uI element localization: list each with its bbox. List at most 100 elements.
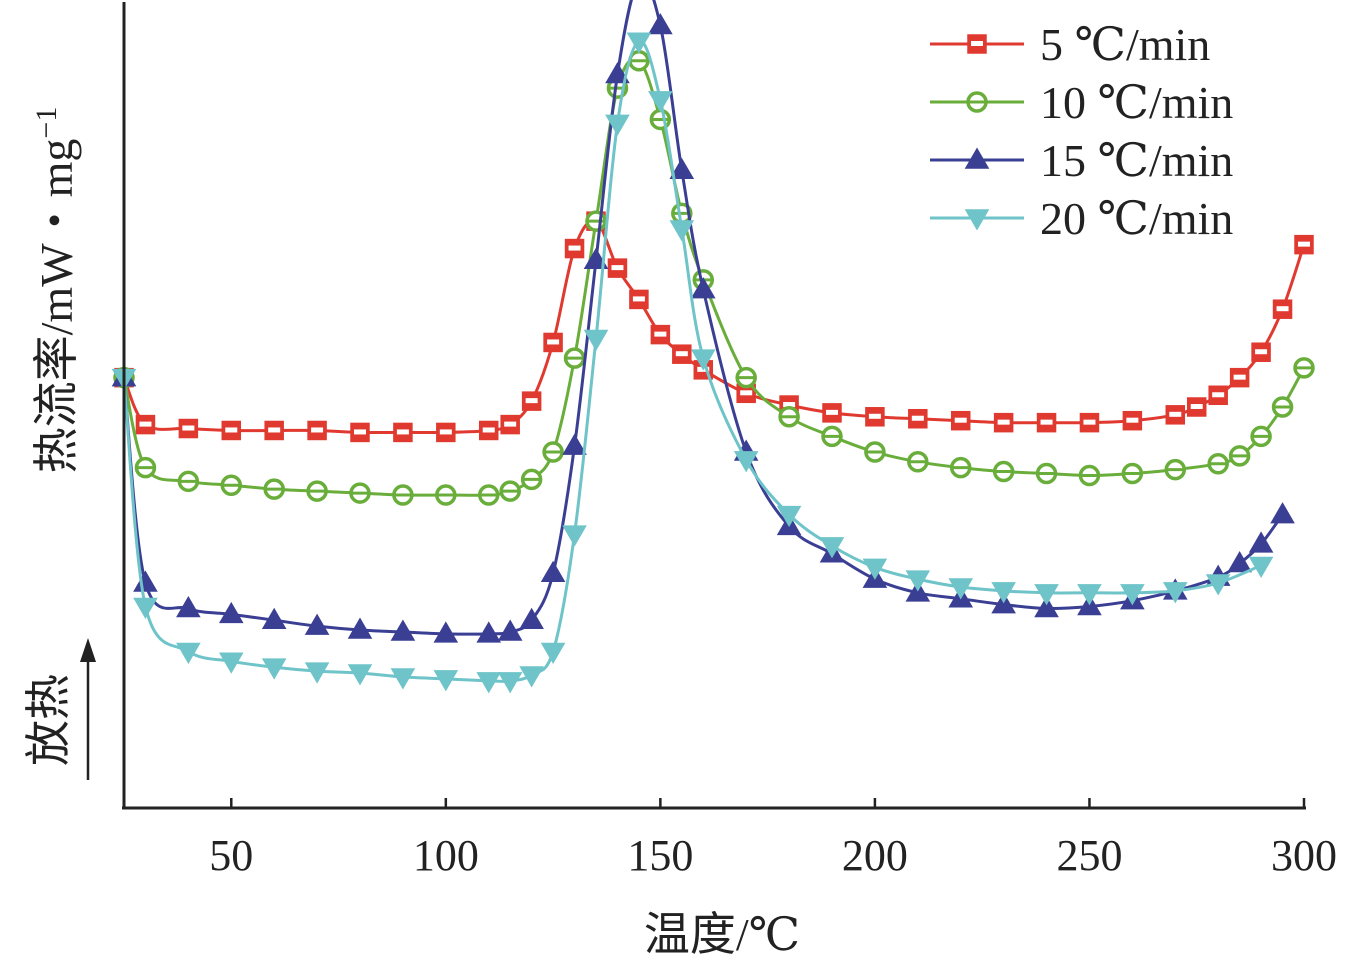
data-point bbox=[1294, 234, 1314, 255]
data-point bbox=[1078, 464, 1101, 487]
data-point bbox=[626, 32, 652, 54]
data-point bbox=[1251, 342, 1271, 362]
data-point bbox=[1162, 582, 1188, 604]
data-point bbox=[1077, 584, 1102, 606]
x-tick-label: 100 bbox=[413, 831, 479, 880]
series-line bbox=[122, 0, 1284, 636]
data-point bbox=[1293, 357, 1315, 379]
data-point bbox=[1164, 458, 1187, 481]
data-point bbox=[950, 410, 971, 431]
data-point bbox=[1248, 556, 1274, 578]
y-axis-title-superscript: −1 bbox=[30, 107, 63, 139]
data-point bbox=[669, 220, 695, 242]
data-point bbox=[672, 344, 692, 364]
data-point bbox=[583, 247, 609, 270]
series-4 bbox=[111, 32, 1274, 694]
data-point bbox=[476, 672, 502, 694]
data-point bbox=[648, 91, 673, 113]
data-point bbox=[1208, 385, 1228, 406]
data-point bbox=[669, 157, 695, 180]
data-point bbox=[433, 670, 459, 692]
data-point bbox=[307, 420, 327, 441]
data-point bbox=[1035, 462, 1058, 485]
data-point bbox=[690, 349, 716, 371]
legend-item: 15 ℃/min bbox=[930, 135, 1233, 186]
data-point bbox=[648, 13, 673, 35]
series-3 bbox=[111, 0, 1295, 643]
data-point bbox=[1227, 550, 1252, 573]
x-axis-title: 温度/℃ bbox=[644, 909, 800, 960]
data-point bbox=[1186, 397, 1207, 417]
data-point bbox=[605, 114, 630, 136]
data-point bbox=[392, 484, 414, 506]
data-point bbox=[499, 480, 521, 502]
data-point bbox=[264, 420, 284, 441]
data-point bbox=[563, 347, 586, 369]
data-point bbox=[347, 664, 373, 686]
data-point bbox=[607, 258, 628, 278]
data-point bbox=[135, 414, 156, 435]
data-point bbox=[176, 642, 201, 665]
data-point bbox=[1250, 425, 1272, 448]
data-point bbox=[949, 456, 972, 479]
data-point bbox=[992, 460, 1015, 483]
data-point bbox=[605, 61, 630, 84]
data-point bbox=[1121, 462, 1144, 485]
x-tick-label: 300 bbox=[1271, 831, 1337, 880]
data-point bbox=[907, 451, 929, 473]
y-axis-title: 热流率/mW・mg−1 bbox=[30, 107, 82, 474]
data-point bbox=[306, 480, 328, 502]
data-point bbox=[1034, 584, 1059, 606]
data-point bbox=[519, 666, 544, 688]
series-line bbox=[122, 219, 1306, 435]
data-point bbox=[478, 420, 499, 441]
data-point bbox=[629, 289, 649, 310]
data-point bbox=[862, 558, 888, 580]
data-point bbox=[436, 422, 456, 443]
data-point bbox=[520, 468, 543, 491]
data-point bbox=[350, 422, 370, 443]
legend-label: 15 ℃/min bbox=[1040, 135, 1233, 186]
data-point bbox=[776, 505, 802, 528]
data-point bbox=[778, 406, 800, 428]
data-point bbox=[304, 613, 330, 635]
data-point bbox=[347, 617, 373, 639]
data-point bbox=[218, 601, 244, 624]
data-point bbox=[133, 570, 158, 592]
data-point bbox=[476, 621, 502, 643]
data-point bbox=[991, 582, 1016, 604]
y-axis-title-main: 热流率/mW・mg bbox=[31, 139, 82, 474]
data-point bbox=[497, 672, 523, 694]
data-point bbox=[1122, 410, 1143, 431]
legend-label: 10 ℃/min bbox=[1040, 77, 1233, 128]
exotherm-label-group: 放热 bbox=[23, 674, 74, 766]
x-tick-label: 150 bbox=[627, 831, 693, 880]
data-point bbox=[564, 238, 585, 259]
data-point bbox=[176, 595, 201, 618]
x-tick-layer: 50 100 150 200 250 300 bbox=[209, 798, 1337, 880]
data-point bbox=[1271, 396, 1294, 418]
legend-item: 20 ℃/min bbox=[930, 193, 1233, 244]
data-point bbox=[822, 403, 842, 423]
data-point bbox=[220, 474, 243, 496]
data-point bbox=[261, 607, 287, 629]
data-point bbox=[819, 537, 845, 559]
data-point bbox=[864, 441, 886, 463]
exotherm-arrow-head bbox=[80, 638, 96, 662]
data-point bbox=[543, 332, 563, 353]
data-point bbox=[1228, 445, 1251, 467]
data-point bbox=[562, 433, 587, 455]
data-point bbox=[393, 422, 413, 443]
data-point bbox=[433, 621, 459, 643]
legend-marker bbox=[964, 209, 990, 231]
data-point bbox=[390, 668, 416, 690]
x-tick-label: 200 bbox=[842, 831, 908, 880]
data-point bbox=[948, 578, 974, 600]
legend-label: 5 ℃/min bbox=[1040, 19, 1210, 70]
data-point bbox=[1036, 412, 1057, 433]
data-point bbox=[521, 391, 542, 411]
data-point bbox=[1272, 299, 1293, 319]
data-point bbox=[134, 456, 157, 479]
series-2 bbox=[113, 50, 1315, 506]
